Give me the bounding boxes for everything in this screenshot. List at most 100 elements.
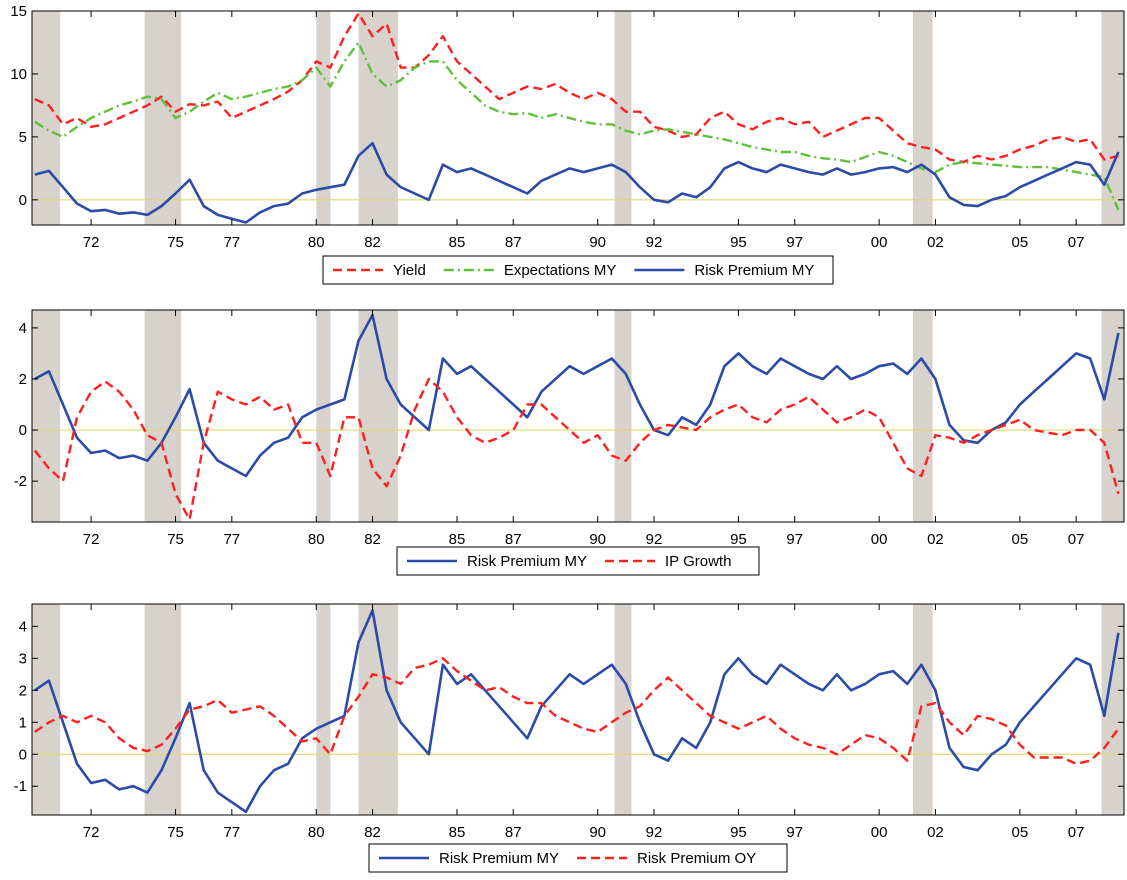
x-tick-label: 75	[167, 234, 184, 251]
recession-band	[1101, 310, 1124, 522]
series-line-risk-premium-my	[34, 313, 1120, 478]
y-tick-label: 0	[19, 192, 27, 209]
x-tick-label: 72	[83, 234, 100, 251]
recession-band	[316, 11, 331, 225]
x-tick-label: 92	[646, 531, 663, 548]
legend: Risk Premium MY Risk Premium OY	[368, 843, 788, 873]
series-line-expectations-my	[34, 41, 1120, 211]
y-tick-label: 1	[19, 714, 27, 731]
recession-band	[316, 604, 331, 815]
legend: Yield Expectations MY Risk Premium MY	[322, 255, 834, 285]
series-line-ip-growth	[33, 377, 1120, 521]
legend: Risk Premium MY IP Growth	[396, 546, 760, 576]
x-tick-label: 72	[83, 531, 100, 548]
x-tick-label: 85	[449, 234, 466, 251]
legend-label: Yield	[393, 262, 426, 279]
x-tick-label: 92	[646, 824, 663, 841]
legend-box	[322, 255, 834, 285]
x-tick-label: 77	[223, 531, 240, 548]
x-tick-label: 95	[730, 824, 747, 841]
legend-box	[396, 546, 760, 576]
x-tick-label: 05	[1012, 234, 1029, 251]
x-tick-label: 00	[871, 824, 888, 841]
recession-band	[1101, 604, 1124, 815]
x-tick-label: 07	[1068, 824, 1085, 841]
y-tick-label: 4	[19, 320, 27, 337]
recession-band	[912, 11, 933, 225]
axes-frame	[31, 10, 1125, 226]
x-tick-label: 97	[786, 234, 803, 251]
recession-band	[32, 310, 61, 522]
recession-band	[1101, 11, 1124, 225]
x-tick-label: 85	[449, 824, 466, 841]
x-tick-label: 75	[167, 824, 184, 841]
x-tick-label: 97	[786, 531, 803, 548]
x-tick-label: 05	[1012, 531, 1029, 548]
recession-band	[614, 11, 632, 225]
x-tick-label: 80	[308, 531, 325, 548]
recession-band	[32, 11, 61, 225]
x-tick-label: 07	[1068, 531, 1085, 548]
plot-area	[32, 11, 1124, 225]
y-tick-label: 2	[19, 682, 27, 699]
recession-band	[912, 604, 933, 815]
x-tick-label: 80	[308, 234, 325, 251]
x-tick-label: 95	[730, 531, 747, 548]
x-tick-label: 72	[83, 824, 100, 841]
recession-band	[358, 11, 398, 225]
y-tick-label: 2	[19, 371, 27, 388]
x-tick-label: 87	[505, 234, 522, 251]
x-tick-label: 00	[871, 531, 888, 548]
series-line-risk-premium-my	[34, 609, 1120, 814]
legend-label: Expectations MY	[504, 262, 617, 279]
x-tick-label: 05	[1012, 824, 1029, 841]
y-tick-label: -2	[14, 473, 27, 490]
y-tick-label: 0	[19, 422, 27, 439]
y-tick-label: 4	[19, 618, 27, 635]
y-tick-label: 0	[19, 746, 27, 763]
x-tick-label: 85	[449, 531, 466, 548]
x-tick-label: 77	[223, 234, 240, 251]
x-tick-label: 80	[308, 824, 325, 841]
legend-label: Risk Premium MY	[467, 553, 587, 570]
series-line-risk-premium-oy	[34, 657, 1120, 765]
x-tick-label: 95	[730, 234, 747, 251]
y-tick-label: -1	[14, 778, 27, 795]
x-tick-label: 82	[364, 824, 381, 841]
recession-band	[144, 604, 182, 815]
recession-band	[316, 310, 331, 522]
x-tick-label: 02	[927, 234, 944, 251]
x-tick-label: 02	[927, 531, 944, 548]
axes-frame	[31, 603, 1125, 816]
x-tick-label: 90	[589, 531, 606, 548]
x-tick-label: 07	[1068, 234, 1085, 251]
axes-frame	[31, 309, 1125, 523]
x-tick-label: 77	[223, 824, 240, 841]
y-tick-label: 3	[19, 650, 27, 667]
x-tick-label: 90	[589, 234, 606, 251]
y-tick-label: 5	[19, 129, 27, 146]
x-tick-label: 90	[589, 824, 606, 841]
x-tick-label: 92	[646, 234, 663, 251]
x-tick-label: 00	[871, 234, 888, 251]
series-line-yield	[34, 12, 1119, 164]
recession-band	[614, 310, 632, 522]
x-tick-label: 82	[364, 531, 381, 548]
y-tick-label: 15	[10, 3, 27, 20]
panel-3: -1 0 1 2 3 4 72 75 77 80 82 85 87 90 92 95 97 00 02 05 07 Ris…	[14, 603, 1125, 873]
series-line-risk-premium-my	[34, 141, 1120, 224]
x-tick-label: 87	[505, 531, 522, 548]
y-tick-label: 10	[10, 66, 27, 83]
legend-label: IP Growth	[665, 553, 731, 570]
x-tick-label: 97	[786, 824, 803, 841]
plot-area	[32, 310, 1124, 522]
x-tick-label: 87	[505, 824, 522, 841]
plot-area	[32, 604, 1124, 815]
recession-band	[32, 604, 61, 815]
x-tick-label: 75	[167, 531, 184, 548]
legend-label: Risk Premium MY	[694, 262, 814, 279]
x-tick-label: 02	[927, 824, 944, 841]
